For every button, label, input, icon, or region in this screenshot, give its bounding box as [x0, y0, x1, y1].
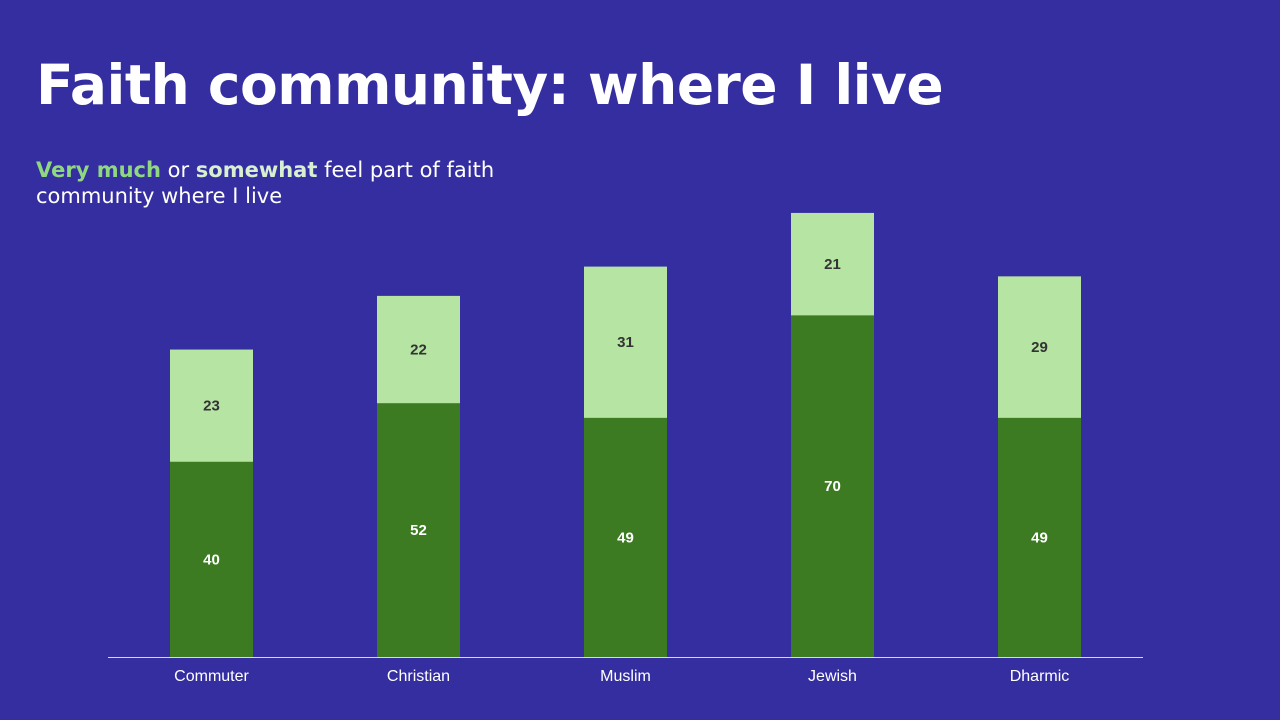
bar-somewhat-christian	[377, 295, 460, 404]
bar-very-much-christian	[377, 403, 460, 657]
data-label-very-much-commuter: 40	[203, 551, 220, 568]
bar-somewhat-dharmic	[998, 276, 1081, 418]
data-label-somewhat-jewish: 21	[824, 256, 841, 273]
data-label-very-much-dharmic: 49	[1031, 529, 1048, 546]
subtitle-or: or	[160, 158, 196, 182]
subtitle-rest: feel part of faith community where I liv…	[36, 158, 495, 208]
data-label-somewhat-muslim: 31	[617, 334, 634, 351]
x-tick-label-dharmic: Dharmic	[1010, 668, 1070, 685]
bar-somewhat-muslim	[584, 266, 667, 418]
data-label-somewhat-commuter: 23	[203, 398, 220, 415]
subtitle-very-much: Very much	[36, 158, 161, 182]
bar-very-much-jewish	[791, 315, 874, 657]
chart-title: Faith community: where I live	[36, 53, 944, 117]
subtitle-somewhat: somewhat	[195, 158, 318, 182]
bar-somewhat-jewish	[791, 212, 874, 316]
data-label-somewhat-christian: 22	[410, 342, 427, 359]
x-tick-label-muslim: Muslim	[600, 668, 651, 685]
chart-subtitle: Very much or somewhat feel part of faith…	[36, 157, 536, 209]
data-label-somewhat-dharmic: 29	[1031, 339, 1048, 356]
data-label-very-much-jewish: 70	[824, 478, 841, 495]
data-label-very-much-muslim: 49	[617, 529, 634, 546]
bar-very-much-dharmic	[998, 417, 1081, 657]
x-tick-label-jewish: Jewish	[808, 668, 857, 685]
bar-very-much-commuter	[170, 461, 253, 657]
x-tick-label-commuter: Commuter	[174, 668, 249, 685]
data-label-very-much-christian: 52	[410, 522, 427, 539]
x-tick-label-christian: Christian	[387, 668, 450, 685]
bar-very-much-muslim	[584, 417, 667, 657]
bar-somewhat-commuter	[170, 349, 253, 462]
